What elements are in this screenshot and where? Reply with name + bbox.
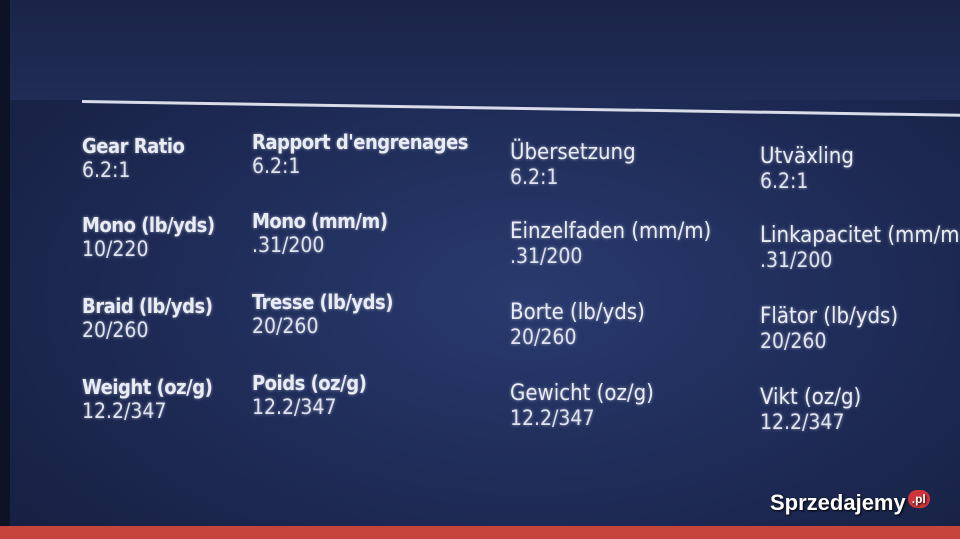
- spec-value: 6.2:1: [82, 158, 131, 182]
- red-strip: [0, 526, 960, 539]
- spec-value: 6.2:1: [760, 169, 809, 193]
- spec-value: .31/200: [510, 244, 583, 268]
- spec-value: 20/260: [82, 318, 149, 342]
- watermark-text: Sprzedajemy: [770, 490, 906, 515]
- spec-label: Flätor (lb/yds): [760, 304, 899, 329]
- spec-item: Einzelfaden (mm/m) .31/200: [510, 219, 711, 268]
- spec-value: 6.2:1: [252, 154, 301, 178]
- spec-label: Gear Ratio: [82, 134, 185, 158]
- spec-value: 10/220: [82, 237, 149, 261]
- box-edge: [0, 0, 10, 539]
- spec-item: Flätor (lb/yds) 20/260: [760, 304, 898, 353]
- spec-item: Übersetzung 6.2:1: [510, 140, 636, 189]
- spec-item: Utväxling 6.2:1: [760, 144, 854, 193]
- spec-value: 12.2/347: [760, 410, 845, 434]
- spec-item: Gear Ratio 6.2:1: [82, 134, 185, 182]
- spec-label: Einzelfaden (mm/m): [510, 219, 712, 244]
- spec-label: Vikt (oz/g): [760, 385, 862, 410]
- spec-value: 12.2/347: [252, 395, 337, 419]
- spec-item: Braid (lb/yds) 20/260: [82, 294, 213, 342]
- spec-label: Poids (oz/g): [252, 371, 367, 395]
- spec-value: 20/260: [510, 325, 577, 349]
- spec-item: Rapport d'engrenages 6.2:1: [252, 130, 469, 178]
- spec-item: Tresse (lb/yds) 20/260: [252, 290, 393, 338]
- spec-label: Borte (lb/yds): [510, 300, 645, 325]
- spec-item: Borte (lb/yds) 20/260: [510, 300, 645, 349]
- spec-value: 12.2/347: [82, 399, 167, 423]
- watermark-domain: .pl: [907, 490, 930, 508]
- watermark: Sprzedajemy .pl: [770, 490, 930, 516]
- box-top: [0, 0, 960, 100]
- spec-item: Vikt (oz/g) 12.2/347: [760, 385, 861, 434]
- spec-item: Mono (lb/yds) 10/220: [82, 213, 215, 261]
- spec-label: Weight (oz/g): [82, 375, 213, 399]
- spec-value: .31/200: [252, 233, 325, 257]
- spec-item: Gewicht (oz/g) 12.2/347: [510, 381, 654, 430]
- spec-label: Gewicht (oz/g): [510, 381, 654, 406]
- spec-value: 12.2/347: [510, 406, 595, 430]
- spec-value: 20/260: [760, 329, 827, 353]
- spec-label: Braid (lb/yds): [82, 294, 213, 318]
- spec-item: Weight (oz/g) 12.2/347: [82, 375, 213, 423]
- spec-item: Poids (oz/g) 12.2/347: [252, 371, 367, 419]
- spec-label: Rapport d'engrenages: [252, 130, 469, 154]
- spec-value: 20/260: [252, 314, 319, 338]
- spec-item: Linkapacitet (mm/m) .31/200: [760, 223, 960, 272]
- spec-label: Mono (mm/m): [252, 209, 388, 233]
- spec-label: Tresse (lb/yds): [252, 290, 393, 314]
- spec-label: Übersetzung: [510, 140, 636, 165]
- spec-value: 6.2:1: [510, 165, 559, 189]
- divider-line: [81, 100, 960, 117]
- spec-label: Mono (lb/yds): [82, 213, 215, 237]
- spec-value: .31/200: [760, 248, 833, 272]
- spec-label: Linkapacitet (mm/m): [760, 223, 960, 248]
- spec-label: Utväxling: [760, 144, 854, 169]
- spec-item: Mono (mm/m) .31/200: [252, 209, 388, 257]
